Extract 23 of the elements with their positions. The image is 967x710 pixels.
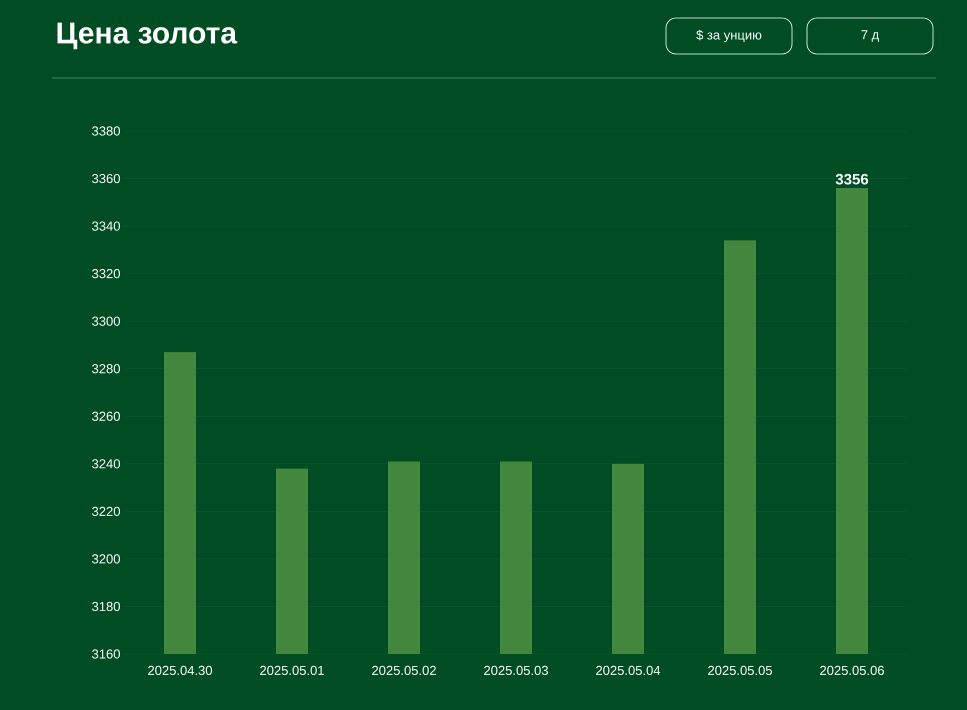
text: 7 д [861, 30, 879, 42]
y-tick-label: 3320 [92, 269, 120, 278]
y-tick-label: 3380 [92, 126, 120, 136]
y-tick-label: 3300 [92, 316, 120, 326]
chart-title: Цена золота [58, 22, 238, 50]
x-tick-label: 2025.05.01 [260, 666, 324, 676]
y-tick-label: 3360 [92, 174, 120, 184]
y-tick-label: 3160 [92, 649, 120, 659]
y-tick-label: 3260 [92, 412, 120, 421]
x-tick-label: 2025.05.03 [484, 666, 548, 676]
y-tick-label: 3280 [92, 364, 120, 374]
x-tick-label: 2025.04.30 [148, 666, 212, 676]
text: $ за унцию [696, 30, 762, 42]
x-tick-label: 2025.05.02 [372, 666, 436, 676]
data-label: 3356 [836, 174, 868, 185]
y-tick-label: 3180 [92, 602, 120, 612]
y-tick-label: 3240 [92, 459, 120, 468]
x-tick-label: 2025.05.05 [708, 666, 772, 676]
y-tick-label: 3220 [92, 506, 120, 516]
y-tick-label: 3200 [92, 554, 120, 564]
x-tick-label: 2025.05.06 [820, 666, 884, 676]
y-tick-label: 3340 [92, 221, 120, 231]
x-tick-label: 2025.05.04 [596, 666, 660, 676]
